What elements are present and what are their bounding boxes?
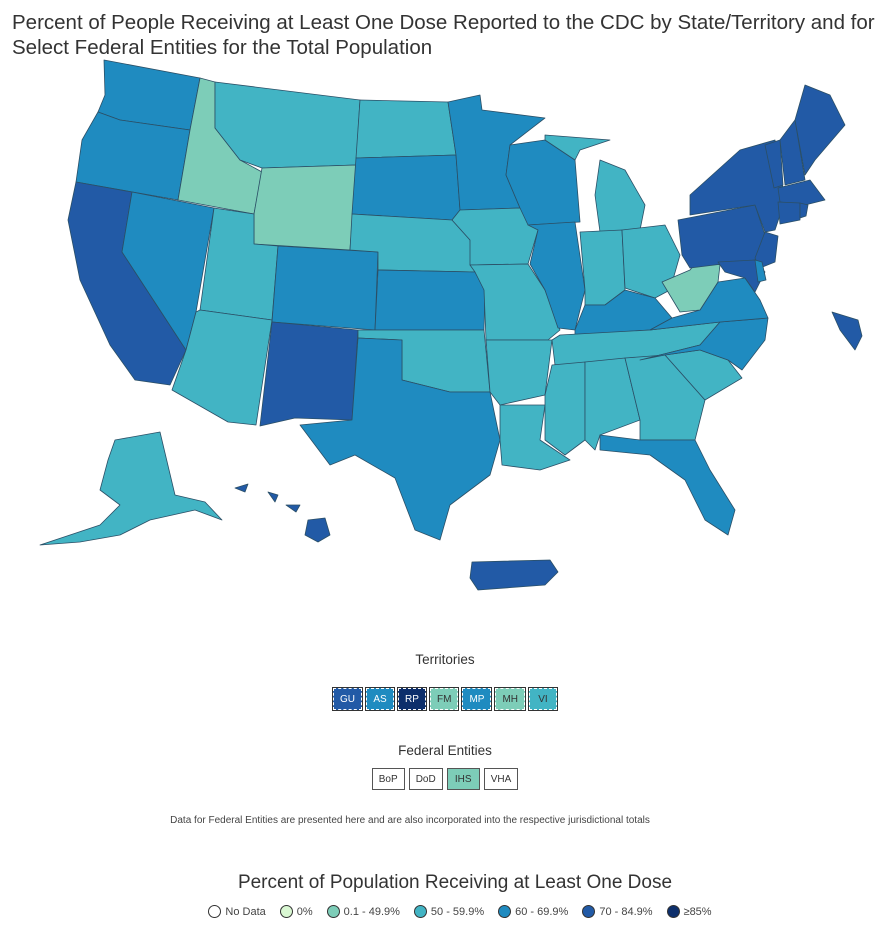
federal-entity-chip-vha[interactable]: VHA [483,768,519,790]
state-LA[interactable] [499,404,571,471]
state-NM[interactable] [259,321,359,427]
legend-item[interactable]: 70 - 84.9% [582,905,653,918]
state-NJ[interactable] [754,231,779,269]
legend-label: 0.1 - 49.9% [343,905,400,918]
state-TX[interactable] [299,337,501,541]
legend-item[interactable]: 50 - 59.9% [413,905,485,918]
territories-label: Territories [415,652,475,667]
federal-entity-chip-bop[interactable]: BoP [371,768,405,790]
territory-chip-fm[interactable]: FM [428,687,460,711]
us-choropleth-map [39,59,863,591]
state-WY[interactable] [253,164,357,251]
state-VT[interactable] [764,139,784,189]
legend-item[interactable]: 0% [279,905,313,918]
state-MA[interactable] [777,179,826,206]
legend-item[interactable]: 0.1 - 49.9% [326,905,400,918]
state-IN[interactable] [579,229,626,306]
legend-swatch [279,905,293,918]
legend-label: ≥85% [683,905,712,918]
legend-label: 70 - 84.9% [599,905,653,918]
state-AK[interactable] [39,431,223,546]
legend-label: 60 - 69.9% [515,905,569,918]
legend-swatch [413,905,427,918]
state-MT[interactable] [214,81,361,169]
legend-label: 0% [296,905,313,918]
territory-chip-rp[interactable]: RP [396,687,427,711]
state-NY[interactable] [689,139,786,233]
state-CT[interactable] [777,201,801,225]
state-MS[interactable] [544,361,586,456]
legend: No Data 0% 0.1 - 49.9% 50 - 59.9% 60 - 69.9%… [0,905,890,918]
state-ME[interactable] [794,84,846,176]
territory-chip-as[interactable]: AS [364,687,395,711]
federal-entity-chip-row: BoP DoD IHS VHA [0,768,890,790]
legend-swatch [326,905,340,918]
territory-chip-gu[interactable]: GU [331,687,363,711]
legend-label: No Data [225,905,266,918]
state-SD[interactable] [351,154,461,221]
legend-item[interactable]: ≥85% [666,905,712,918]
state-RI[interactable] [799,202,809,219]
state-DE[interactable] [754,259,767,283]
state-AZ[interactable] [171,309,273,426]
state-DC[interactable] [831,311,863,351]
state-KS[interactable] [374,269,486,331]
federal-entity-chip-ihs[interactable]: IHS [446,768,480,790]
territory-chip-row: GU AS RP FM MP MH VI [0,687,890,711]
federal-entities-label: Federal Entities [398,743,492,758]
legend-swatch [498,905,512,918]
legend-label: 50 - 59.9% [430,905,485,918]
legend-item[interactable]: No Data [208,905,266,918]
legend-swatch [208,905,222,918]
state-HI[interactable] [234,483,331,543]
legend-swatch [666,905,680,918]
territory-chip-mh[interactable]: MH [494,687,526,711]
federal-entity-chip-dod[interactable]: DoD [408,768,443,790]
state-AR[interactable] [485,339,553,406]
map-title: Percent of People Receiving at Least One… [12,11,875,59]
state-ND[interactable] [355,99,457,159]
state-IL[interactable] [527,221,586,331]
state-NH[interactable] [779,119,806,186]
state-PR[interactable] [469,559,559,591]
state-FL[interactable] [599,434,736,536]
territory-chip-vi[interactable]: VI [528,687,558,711]
state-CO[interactable] [271,245,379,331]
state-NC[interactable] [639,317,769,371]
federal-entities-note: Data for Federal Entities are presented … [170,815,650,826]
legend-title: Percent of Population Receiving at Least… [237,872,673,893]
territory-chip-mp[interactable]: MP [461,687,493,711]
legend-item[interactable]: 60 - 69.9% [498,905,568,918]
legend-swatch [582,905,596,918]
